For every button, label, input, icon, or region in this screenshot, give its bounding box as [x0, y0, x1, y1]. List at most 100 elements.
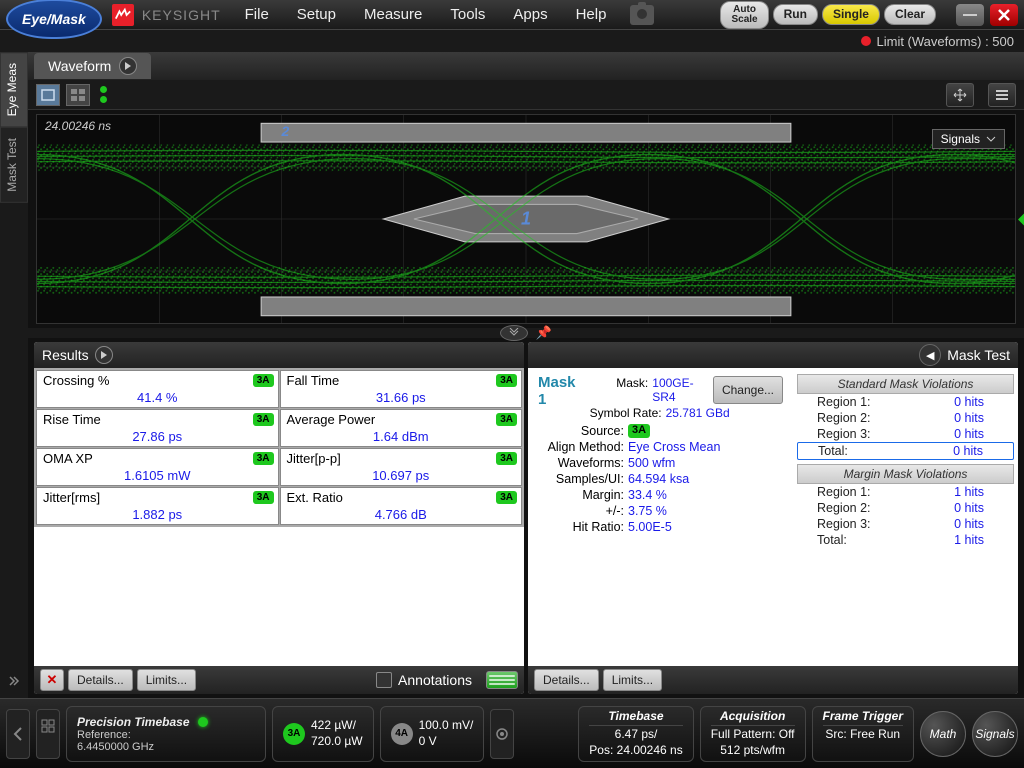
grid-view-button[interactable] — [66, 84, 90, 106]
result-cell[interactable]: Crossing % 3A 41.4 % — [36, 370, 279, 408]
menu-measure[interactable]: Measure — [352, 2, 434, 27]
results-mode-icon[interactable] — [486, 671, 518, 689]
result-name: Fall Time — [287, 373, 340, 388]
signals-dropdown[interactable]: Signals — [932, 129, 1005, 149]
hamburger-icon[interactable] — [988, 83, 1016, 107]
vtab-eye-meas[interactable]: Eye Meas — [0, 52, 28, 127]
annotations-checkbox[interactable] — [376, 672, 392, 688]
single-view-button[interactable] — [36, 84, 60, 106]
vtab-mask-test[interactable]: Mask Test — [0, 127, 28, 203]
single-button[interactable]: Single — [822, 4, 880, 25]
mode-indicator[interactable]: Eye/Mask — [6, 0, 102, 39]
result-channel-badge: 3A — [253, 413, 274, 426]
waveform-timestamp: 24.00246 ns — [45, 119, 111, 133]
result-cell[interactable]: Jitter[rms]3A1.882 ps — [36, 487, 279, 525]
expand-sidebar-button[interactable] — [0, 667, 28, 698]
trigger-info[interactable]: Frame Trigger Src: Free Run — [812, 706, 914, 762]
acquisition-info[interactable]: Acquisition Full Pattern: Off 512 pts/wf… — [700, 706, 806, 762]
result-channel-badge: 3A — [496, 413, 517, 426]
result-cell[interactable]: Fall Time3A31.66 ps — [280, 370, 523, 408]
result-name: Ext. Ratio — [287, 490, 343, 505]
bottom-panels: Results Crossing % 3A 41.4 % Fall Time3A31.… — [28, 338, 1024, 698]
violation-row: Region 1:0 hits — [797, 394, 1014, 410]
results-details-button[interactable]: Details... — [68, 669, 133, 691]
precision-timebase-panel[interactable]: Precision Timebase Reference: 6.4450000 … — [66, 706, 266, 762]
mask-limits-button[interactable]: Limits... — [603, 669, 662, 691]
main-content: Waveform — [28, 52, 1024, 698]
violation-row: Region 2:0 hits — [797, 410, 1014, 426]
sb-gear-button[interactable] — [490, 709, 514, 759]
results-play-icon[interactable] — [95, 346, 113, 364]
result-channel-badge: 3A — [253, 374, 274, 387]
auto-scale-button[interactable]: AutoScale — [720, 1, 768, 29]
result-cell[interactable]: Rise Time3A27.86 ps — [36, 409, 279, 447]
menu-help[interactable]: Help — [564, 2, 619, 27]
run-button[interactable]: Run — [773, 4, 818, 25]
mask-info-row: +/-: 3.75 % — [538, 504, 783, 518]
results-limits-button[interactable]: Limits... — [137, 669, 196, 691]
ch-4a-badge: 4A — [391, 723, 413, 745]
mask-info-row: Align Method: Eye Cross Mean — [538, 440, 783, 454]
mask-info-row: Waveforms: 500 wfm — [538, 456, 783, 470]
change-mask-button[interactable]: Change... — [713, 376, 783, 404]
waveform-display[interactable]: 24.00246 ns 1 2 Signals 3A — [36, 114, 1016, 324]
waveform-tab-label: Waveform — [48, 58, 111, 74]
panel-splitter[interactable]: 📌 — [28, 328, 1024, 338]
sb-grid-button[interactable] — [36, 709, 60, 759]
ch-3a-l2: 720.0 µW — [311, 734, 363, 750]
timebase-info[interactable]: Timebase 6.47 ps/ Pos: 24.00246 ns — [578, 706, 693, 762]
waveform-play-icon[interactable] — [119, 57, 137, 75]
ptb-l1: Reference: — [77, 729, 255, 741]
mask-region-2-label: 2 — [282, 123, 290, 139]
result-name: Crossing % — [43, 373, 109, 388]
waveform-tab[interactable]: Waveform — [34, 53, 151, 79]
result-cell[interactable]: Jitter[p-p]3A10.697 ps — [280, 448, 523, 486]
close-button[interactable] — [990, 4, 1018, 26]
menu-tools[interactable]: Tools — [438, 2, 497, 27]
result-cell[interactable]: Average Power3A1.64 dBm — [280, 409, 523, 447]
brand-name: KEYSIGHT — [142, 7, 221, 23]
menu-apps[interactable]: Apps — [501, 2, 559, 27]
result-name: Average Power — [287, 412, 376, 427]
violation-row: Region 2:0 hits — [797, 500, 1014, 516]
result-value: 10.697 ps — [287, 468, 516, 483]
violation-row: Region 3:0 hits — [797, 516, 1014, 532]
mask-prev-button[interactable]: ◀ — [919, 344, 941, 366]
channel-3a-panel[interactable]: 3A 422 µW/720.0 µW — [272, 706, 374, 762]
minimize-button[interactable] — [956, 4, 984, 26]
clear-button[interactable]: Clear — [884, 4, 936, 25]
results-header: Results — [34, 342, 524, 368]
mask-details-button[interactable]: Details... — [534, 669, 599, 691]
math-button[interactable]: Math — [920, 711, 966, 757]
limit-status-text: Limit (Waveforms) : 500 — [877, 34, 1015, 49]
result-cell[interactable]: Ext. Ratio3A4.766 dB — [280, 487, 523, 525]
timebase-l1: 6.47 ps/ — [589, 727, 682, 743]
pan-icon[interactable] — [946, 83, 974, 107]
mask-footer: Details... Limits... — [528, 666, 1018, 694]
violation-row: Region 1:1 hits — [797, 484, 1014, 500]
result-name: Jitter[rms] — [43, 490, 100, 505]
waveform-tab-bar: Waveform — [28, 52, 1024, 80]
channel-4a-panel[interactable]: 4A 100.0 mV/0 V — [380, 706, 485, 762]
margin-violations-total: Total:1 hits — [797, 532, 1014, 548]
menu-setup[interactable]: Setup — [285, 2, 348, 27]
sb-prev-button[interactable] — [6, 709, 30, 759]
divider-icon — [978, 83, 984, 107]
menu-file[interactable]: File — [233, 2, 281, 27]
result-value: 4.766 dB — [287, 507, 516, 522]
ch-3a-l1: 422 µW/ — [311, 718, 363, 734]
result-cell[interactable]: OMA XP3A1.6105 mW — [36, 448, 279, 486]
result-channel-badge: 3A — [253, 452, 274, 465]
ch-4a-l2: 0 V — [419, 734, 474, 750]
result-value: 41.4 % — [43, 390, 272, 405]
mask-label: Mask: — [576, 376, 653, 404]
results-close-button[interactable]: ✕ — [40, 669, 64, 691]
signals-button[interactable]: Signals — [972, 711, 1018, 757]
mask-info-row: Margin: 33.4 % — [538, 488, 783, 502]
channel-indicators — [100, 86, 107, 103]
margin-violations-list: Region 1:1 hitsRegion 2:0 hitsRegion 3:0… — [797, 484, 1014, 532]
screenshot-icon[interactable] — [630, 5, 654, 25]
violation-row: Region 3:0 hits — [797, 426, 1014, 442]
margin-violations-header: Margin Mask Violations — [797, 464, 1014, 484]
ptb-title: Precision Timebase — [77, 715, 190, 729]
